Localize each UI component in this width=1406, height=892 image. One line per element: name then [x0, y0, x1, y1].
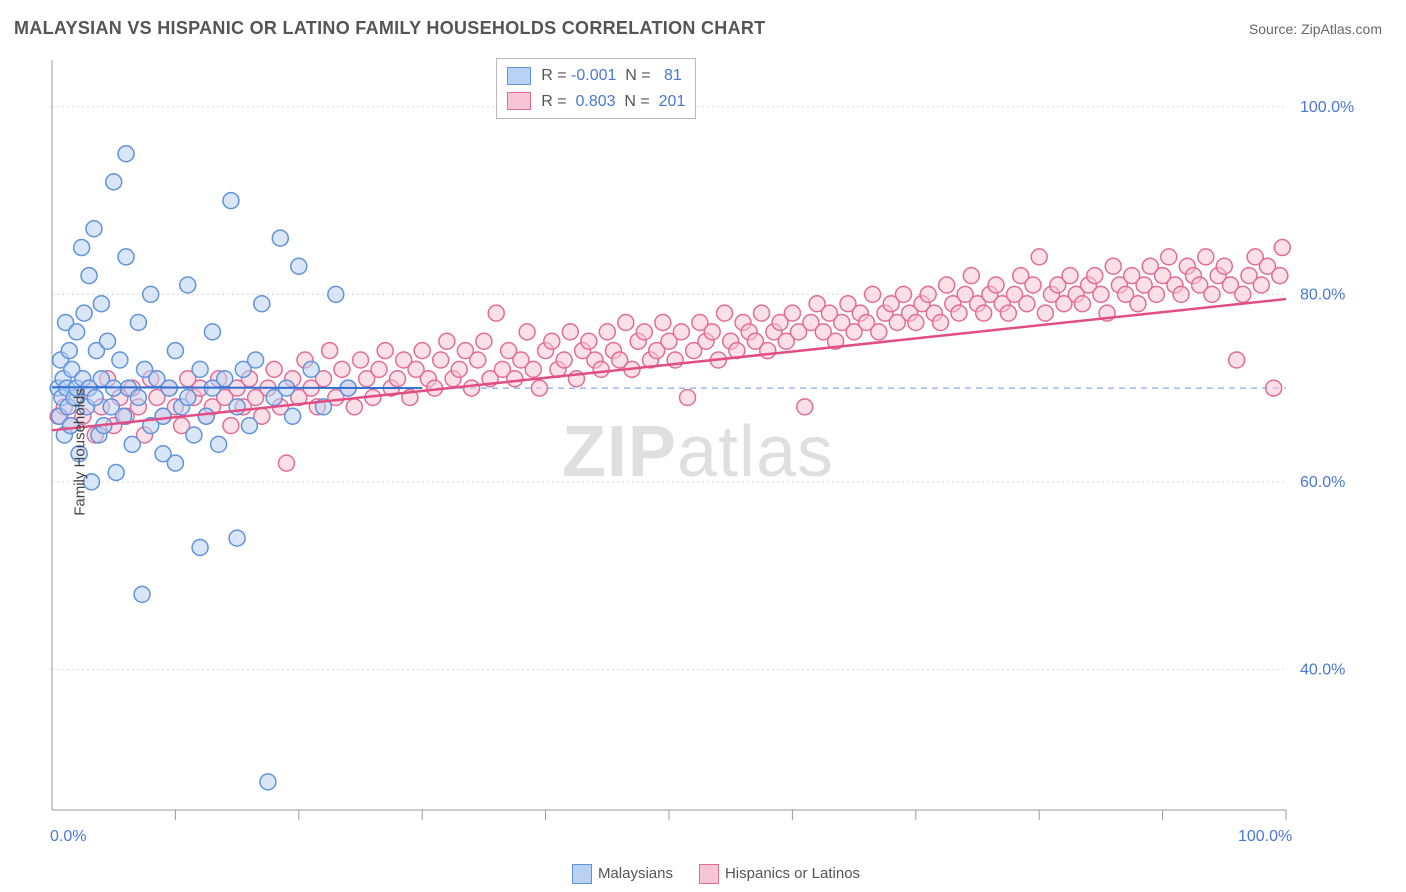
correlation-scatter-chart: 40.0% 60.0% 80.0% 100.0% [14, 52, 1382, 852]
svg-text:100.0%: 100.0% [1300, 99, 1354, 116]
legend-label: Malaysians [598, 865, 673, 882]
stats-legend: R = -0.001 N = 81R = 0.803 N = 201 [496, 58, 696, 119]
x-axis-min-label: 0.0% [50, 828, 86, 846]
source-label: Source: ZipAtlas.com [1249, 21, 1382, 37]
series-legend: Malaysians Hispanics or Latinos [0, 864, 1406, 884]
svg-text:40.0%: 40.0% [1300, 661, 1345, 678]
y-axis-label: Family Households [71, 388, 88, 516]
svg-text:80.0%: 80.0% [1300, 286, 1345, 303]
x-axis-max-label: 100.0% [1238, 828, 1292, 846]
chart-title: MALAYSIAN VS HISPANIC OR LATINO FAMILY H… [14, 18, 765, 39]
legend-label: Hispanics or Latinos [725, 865, 860, 882]
svg-text:60.0%: 60.0% [1300, 474, 1345, 491]
